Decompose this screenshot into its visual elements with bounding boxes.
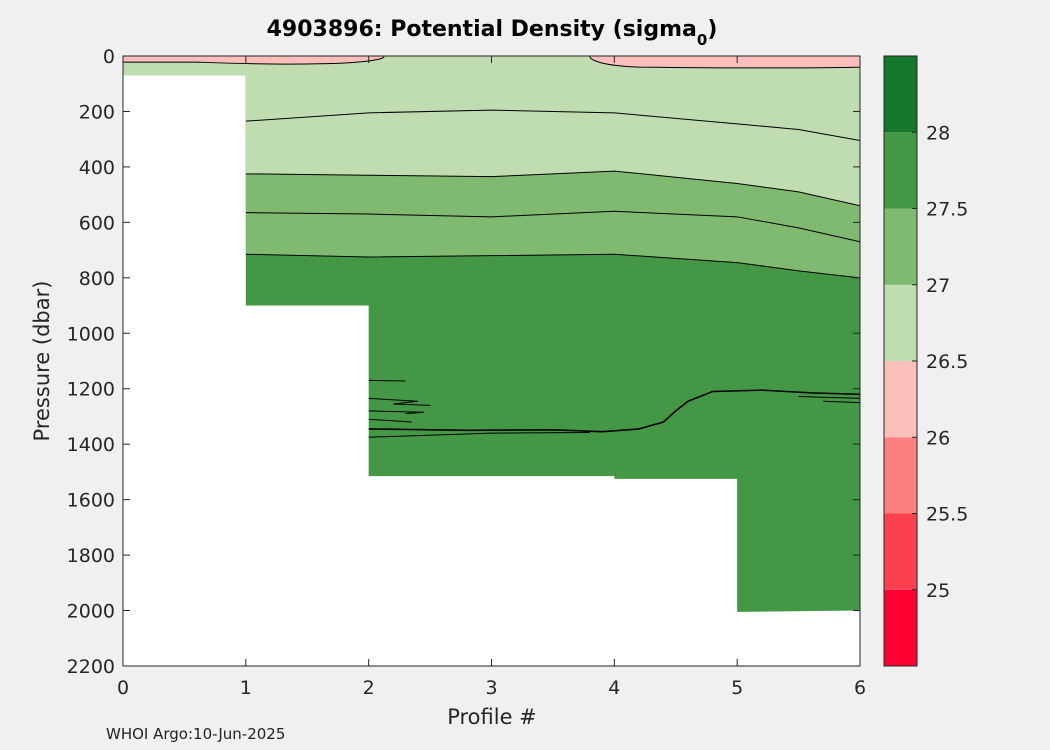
deep-contour-5	[368, 432, 590, 438]
deep-contour-3	[368, 418, 412, 423]
surface-lens-left	[123, 56, 385, 65]
deep-contour-2	[368, 410, 424, 415]
deep-contour-0	[368, 379, 406, 382]
colorbar-band	[884, 208, 917, 285]
x-tick-label: 3	[485, 677, 497, 699]
y-tick-label: 200	[79, 101, 115, 123]
colorbar-band	[884, 437, 917, 514]
colorbar-tick-label: 25.5	[926, 504, 968, 526]
y-tick-label: 1400	[67, 434, 115, 456]
surface-lens-right	[589, 56, 860, 69]
x-tick-label: 2	[363, 677, 375, 699]
isopycnal-27.5	[245, 210, 860, 243]
x-tick-label: 1	[240, 677, 252, 699]
x-axis-label: Profile #	[447, 705, 537, 729]
colorbar: 25 25.5 26 26.5 27 27.5 28	[883, 55, 968, 667]
contour-plot	[123, 56, 860, 666]
colorbar-band	[884, 361, 917, 438]
deep-contour-7	[823, 400, 860, 404]
deep-contour-1	[368, 397, 431, 406]
colorbar-band	[884, 132, 917, 209]
isopycnal-28	[245, 253, 860, 279]
isopycnal-lines	[245, 109, 860, 438]
y-tick-label: 1000	[67, 323, 115, 345]
colorbar-tick-label: 28	[926, 122, 950, 144]
colorbar-band	[884, 589, 917, 666]
y-axis: 0 200 400 600 800 1000 1200 1400 1600 1800 2000 220…	[67, 46, 860, 678]
colorbar-band	[884, 284, 917, 361]
y-tick-label: 1800	[67, 545, 115, 567]
deep-contour-6	[798, 395, 860, 399]
credit-text: WHOI Argo:10-Jun-2025	[106, 725, 286, 743]
colorbar-tick-label: 25	[926, 580, 950, 602]
y-tick-label: 800	[79, 268, 115, 290]
colorbar-band	[884, 56, 917, 133]
y-tick-label: 2000	[67, 601, 115, 623]
x-tick-label: 4	[608, 677, 620, 699]
colorbar-tick-label: 26.5	[926, 351, 968, 373]
isopycnal-27	[245, 170, 860, 207]
deep-contour-4	[368, 389, 860, 433]
x-tick-label: 6	[854, 677, 866, 699]
x-tick-label: 0	[117, 677, 129, 699]
y-tick-label: 600	[79, 212, 115, 234]
y-tick-label: 1600	[67, 490, 115, 512]
x-tick-label: 5	[731, 677, 743, 699]
band-above-26.5	[123, 56, 860, 141]
y-tick-label: 1200	[67, 379, 115, 401]
y-tick-label: 400	[79, 157, 115, 179]
chart-title: 4903896: Potential Density (sigma0)	[267, 17, 718, 49]
colorbar-tick-label: 27	[926, 275, 950, 297]
colorbar-band	[884, 513, 917, 590]
y-axis-label: Pressure (dbar)	[30, 281, 54, 442]
y-tick-label: 0	[103, 46, 115, 68]
colorbar-tick-label: 26	[926, 427, 950, 449]
y-tick-label: 2200	[67, 656, 115, 678]
isopycnal-26.5	[245, 109, 860, 142]
colorbar-tick-label: 27.5	[926, 199, 968, 221]
x-axis: 0 1 2 3 4 5 6	[117, 56, 866, 699]
